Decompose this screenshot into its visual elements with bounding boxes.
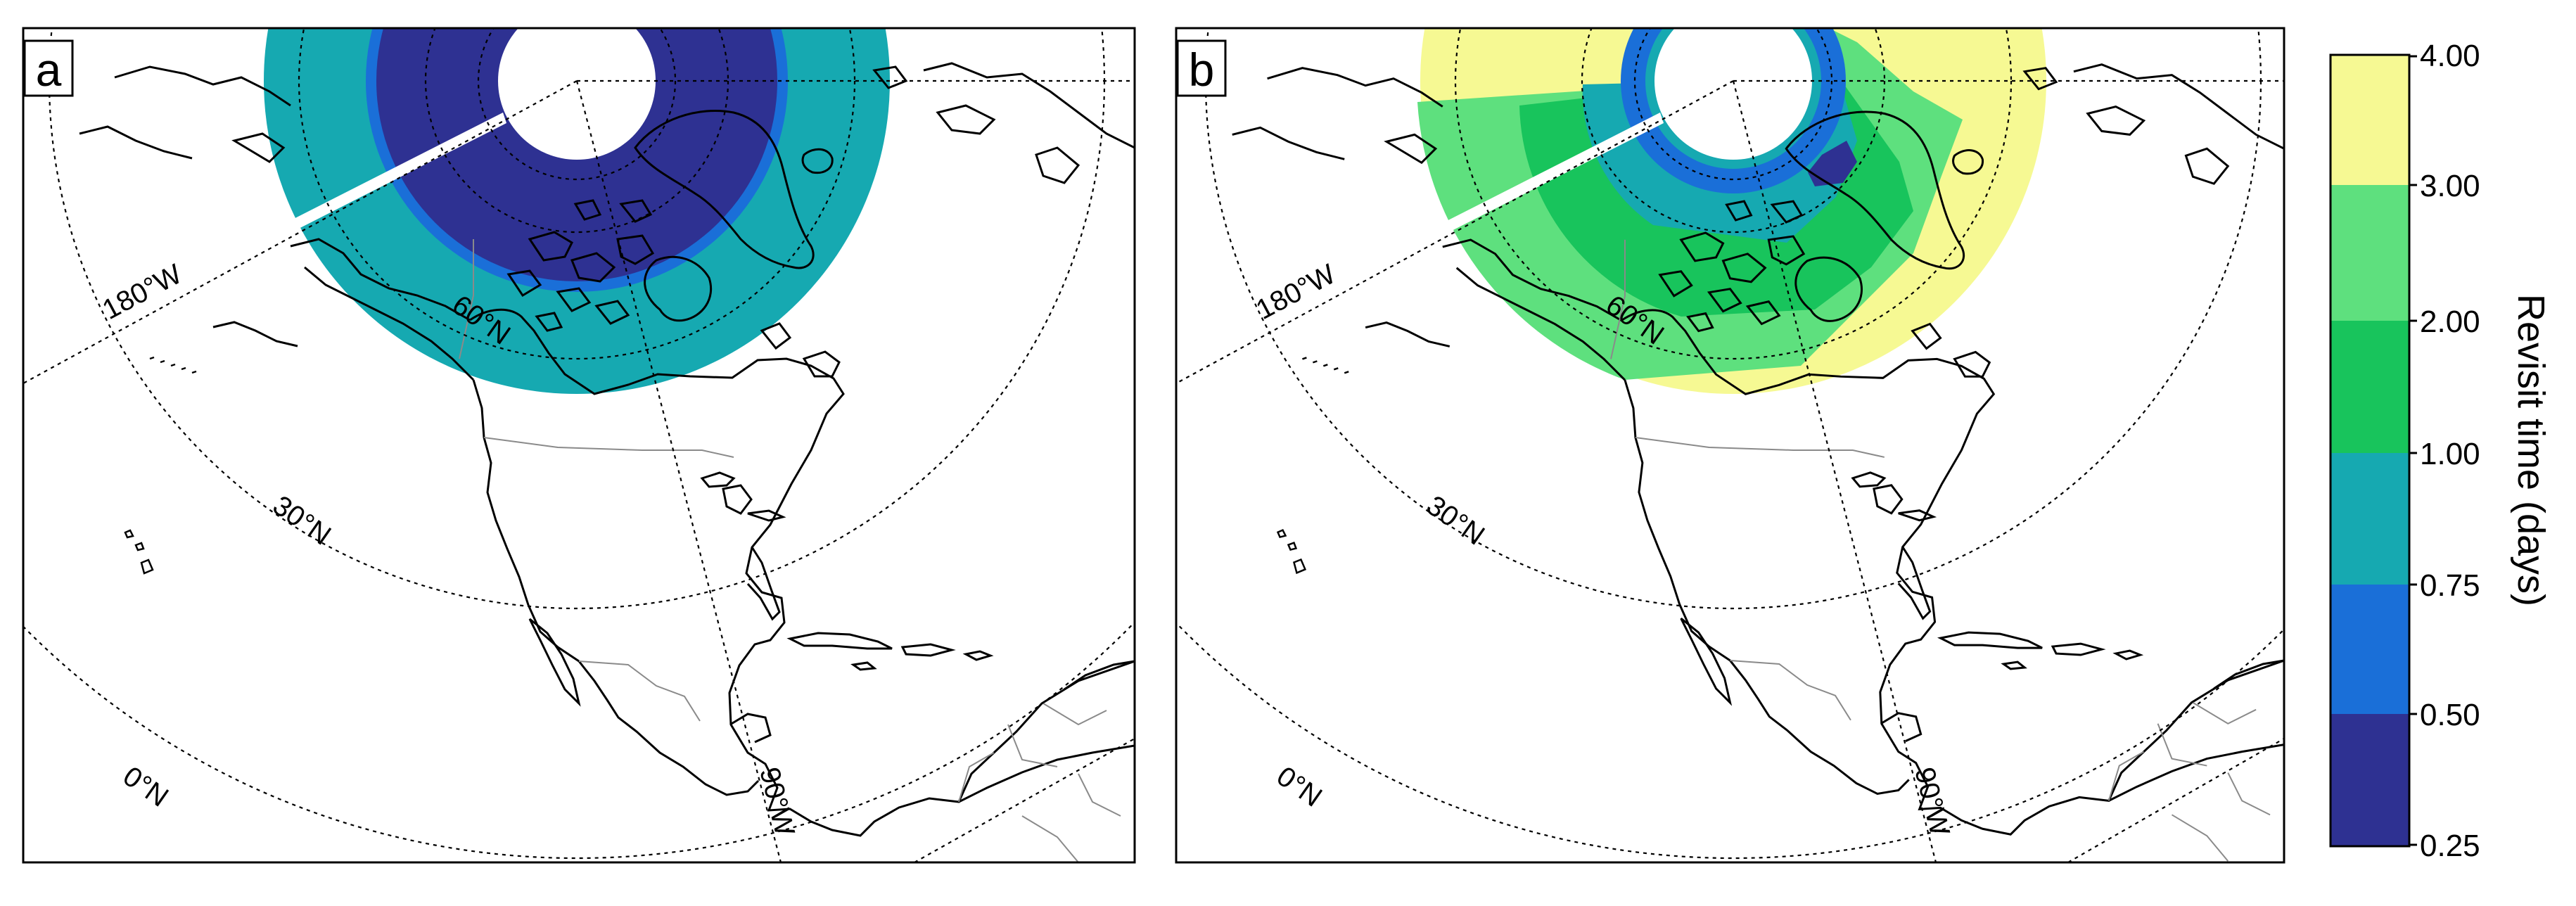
colorbar-tick-400: 4.00 <box>2420 39 2480 73</box>
colorbar-bin-025-050 <box>2330 714 2409 846</box>
colorbar: 4.00 3.00 2.00 1.00 0.75 0.50 0.25 Revis… <box>2329 39 2552 863</box>
panel-b-coverage <box>1417 28 2046 394</box>
panel-a: a 60°N 30°N 0°N 180°W 90°W <box>22 27 1136 864</box>
colorbar-tick-300: 3.00 <box>2420 169 2480 203</box>
panel-b-band-navy <box>1808 141 1857 186</box>
colorbar-tick-100: 1.00 <box>2420 437 2480 471</box>
panel-b: b 60°N 30°N 0°N 180°W 90°W <box>1175 27 2285 864</box>
panel-b-label-box: b <box>1176 39 1227 97</box>
colorbar-bin-300-400 <box>2330 55 2409 185</box>
colorbar-tick-025: 0.25 <box>2420 829 2480 863</box>
colorbar-tick-075: 0.75 <box>2420 568 2480 603</box>
colorbar-bin-075-100 <box>2330 453 2409 585</box>
panel-b-band-teal-inner <box>1645 28 1821 169</box>
colorbar-bin-200-300 <box>2330 185 2409 321</box>
panel-a-label: a <box>36 44 62 96</box>
panel-b-label: b <box>1189 44 1215 96</box>
colorbar-bin-050-075 <box>2330 585 2409 714</box>
colorbar-title: Revisit time (days) <box>2510 294 2552 606</box>
panel-a-label-box: a <box>23 39 74 97</box>
colorbar-frame <box>2329 53 2411 848</box>
colorbar-tick-200: 2.00 <box>2420 305 2480 339</box>
panel-a-coverage <box>264 28 890 394</box>
colorbar-bin-100-200 <box>2330 321 2409 453</box>
colorbar-tick-050: 0.50 <box>2420 698 2480 732</box>
panel-a-band-inner <box>376 28 777 281</box>
